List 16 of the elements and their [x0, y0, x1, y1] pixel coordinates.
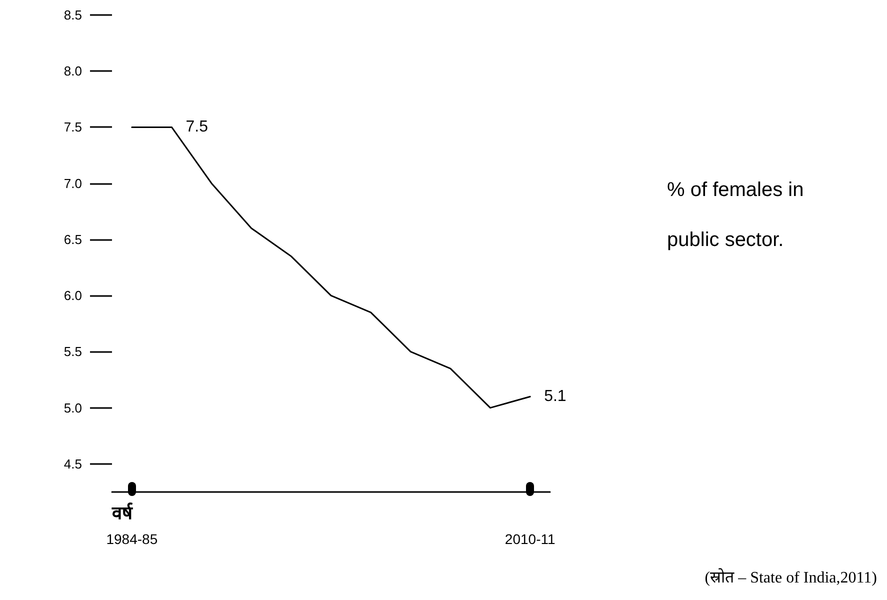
- y-tick-label: 7.0: [64, 176, 82, 191]
- y-tick-label: 5.5: [64, 344, 82, 360]
- y-tick-label: 8.0: [64, 64, 82, 79]
- data-label: 5.1: [544, 388, 566, 406]
- y-tick-label: 5.0: [64, 400, 82, 416]
- text: (स्रोत – State of India,2011): [704, 568, 878, 586]
- x-axis-title: वर्ष: [110, 502, 133, 523]
- y-tick-label: 4.5: [64, 456, 82, 472]
- y-tick-label: 7.5: [64, 120, 82, 135]
- x-tick-label: 2010-11: [504, 531, 556, 547]
- y-tick-label: 8.5: [64, 8, 82, 22]
- x-tick-label: 1984-85: [106, 531, 158, 547]
- chart-title: % of females in public sector.: [667, 179, 804, 251]
- y-tick-label: 6.0: [64, 288, 82, 304]
- y-tick-label: 6.5: [64, 232, 82, 247]
- data-label: 7.5: [186, 118, 208, 136]
